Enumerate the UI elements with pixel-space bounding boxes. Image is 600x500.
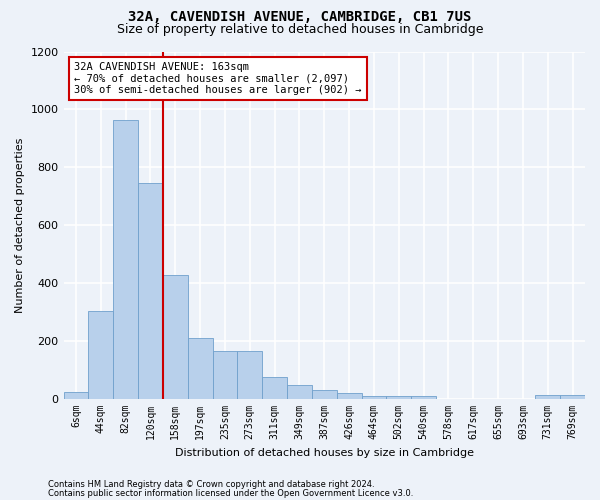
Bar — [113, 120, 138, 399]
Bar — [212, 352, 238, 399]
Bar — [312, 390, 337, 399]
Text: 32A, CAVENDISH AVENUE, CAMBRIDGE, CB1 7US: 32A, CAVENDISH AVENUE, CAMBRIDGE, CB1 7U… — [128, 10, 472, 24]
Bar — [386, 396, 411, 399]
Bar — [64, 392, 88, 399]
Y-axis label: Number of detached properties: Number of detached properties — [15, 138, 25, 313]
Bar — [560, 394, 585, 399]
Bar — [138, 184, 163, 399]
X-axis label: Distribution of detached houses by size in Cambridge: Distribution of detached houses by size … — [175, 448, 474, 458]
Bar — [337, 394, 362, 399]
Bar — [362, 396, 386, 399]
Text: Contains HM Land Registry data © Crown copyright and database right 2024.: Contains HM Land Registry data © Crown c… — [48, 480, 374, 489]
Bar — [262, 378, 287, 399]
Bar — [287, 384, 312, 399]
Text: 32A CAVENDISH AVENUE: 163sqm
← 70% of detached houses are smaller (2,097)
30% of: 32A CAVENDISH AVENUE: 163sqm ← 70% of de… — [74, 62, 361, 95]
Bar — [163, 274, 188, 399]
Text: Contains public sector information licensed under the Open Government Licence v3: Contains public sector information licen… — [48, 488, 413, 498]
Bar — [238, 352, 262, 399]
Bar — [535, 394, 560, 399]
Bar — [411, 396, 436, 399]
Bar — [88, 310, 113, 399]
Bar — [188, 338, 212, 399]
Text: Size of property relative to detached houses in Cambridge: Size of property relative to detached ho… — [117, 22, 483, 36]
